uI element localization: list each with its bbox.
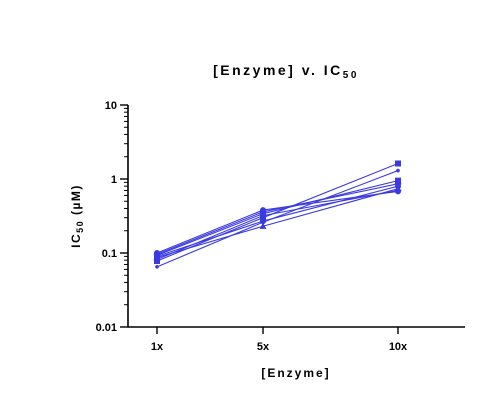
chart-title-subscript: 50	[343, 70, 359, 81]
series-7	[153, 180, 402, 258]
x-tick-label: 10x	[389, 341, 408, 353]
series-layer	[153, 160, 402, 269]
y-axis: 0.01 0.1 1 10	[96, 100, 129, 334]
chart-title: [Enzyme] v. IC50	[213, 62, 359, 81]
y-tick-label: 10	[105, 100, 117, 112]
chart-title-main: [Enzyme] v. IC	[213, 62, 343, 78]
series-6	[154, 177, 401, 259]
x-axis-label: [Enzyme]	[261, 366, 330, 380]
y-axis-label: IC50 (µM)	[69, 184, 85, 248]
x-tick-label: 5x	[257, 341, 270, 353]
data-point	[154, 250, 160, 256]
x-tick-label: 1x	[151, 341, 164, 353]
data-point	[395, 160, 401, 167]
data-point	[260, 207, 266, 214]
series-8	[154, 188, 401, 256]
y-tick-label: 1	[111, 174, 117, 186]
data-point	[396, 168, 400, 173]
series-line	[156, 189, 399, 260]
series-1	[155, 168, 400, 269]
data-point	[155, 265, 159, 269]
x-axis: 1x 5x 10x	[128, 326, 465, 353]
data-point	[395, 188, 401, 195]
data-point	[260, 218, 266, 225]
series-line	[156, 183, 399, 255]
series-line	[156, 188, 399, 259]
data-point	[259, 222, 267, 229]
y-tick-label: 0.1	[102, 248, 117, 260]
data-point	[394, 180, 402, 188]
series-line	[156, 170, 399, 268]
series-2	[154, 160, 401, 264]
y-tick-label: 0.01	[96, 322, 117, 334]
